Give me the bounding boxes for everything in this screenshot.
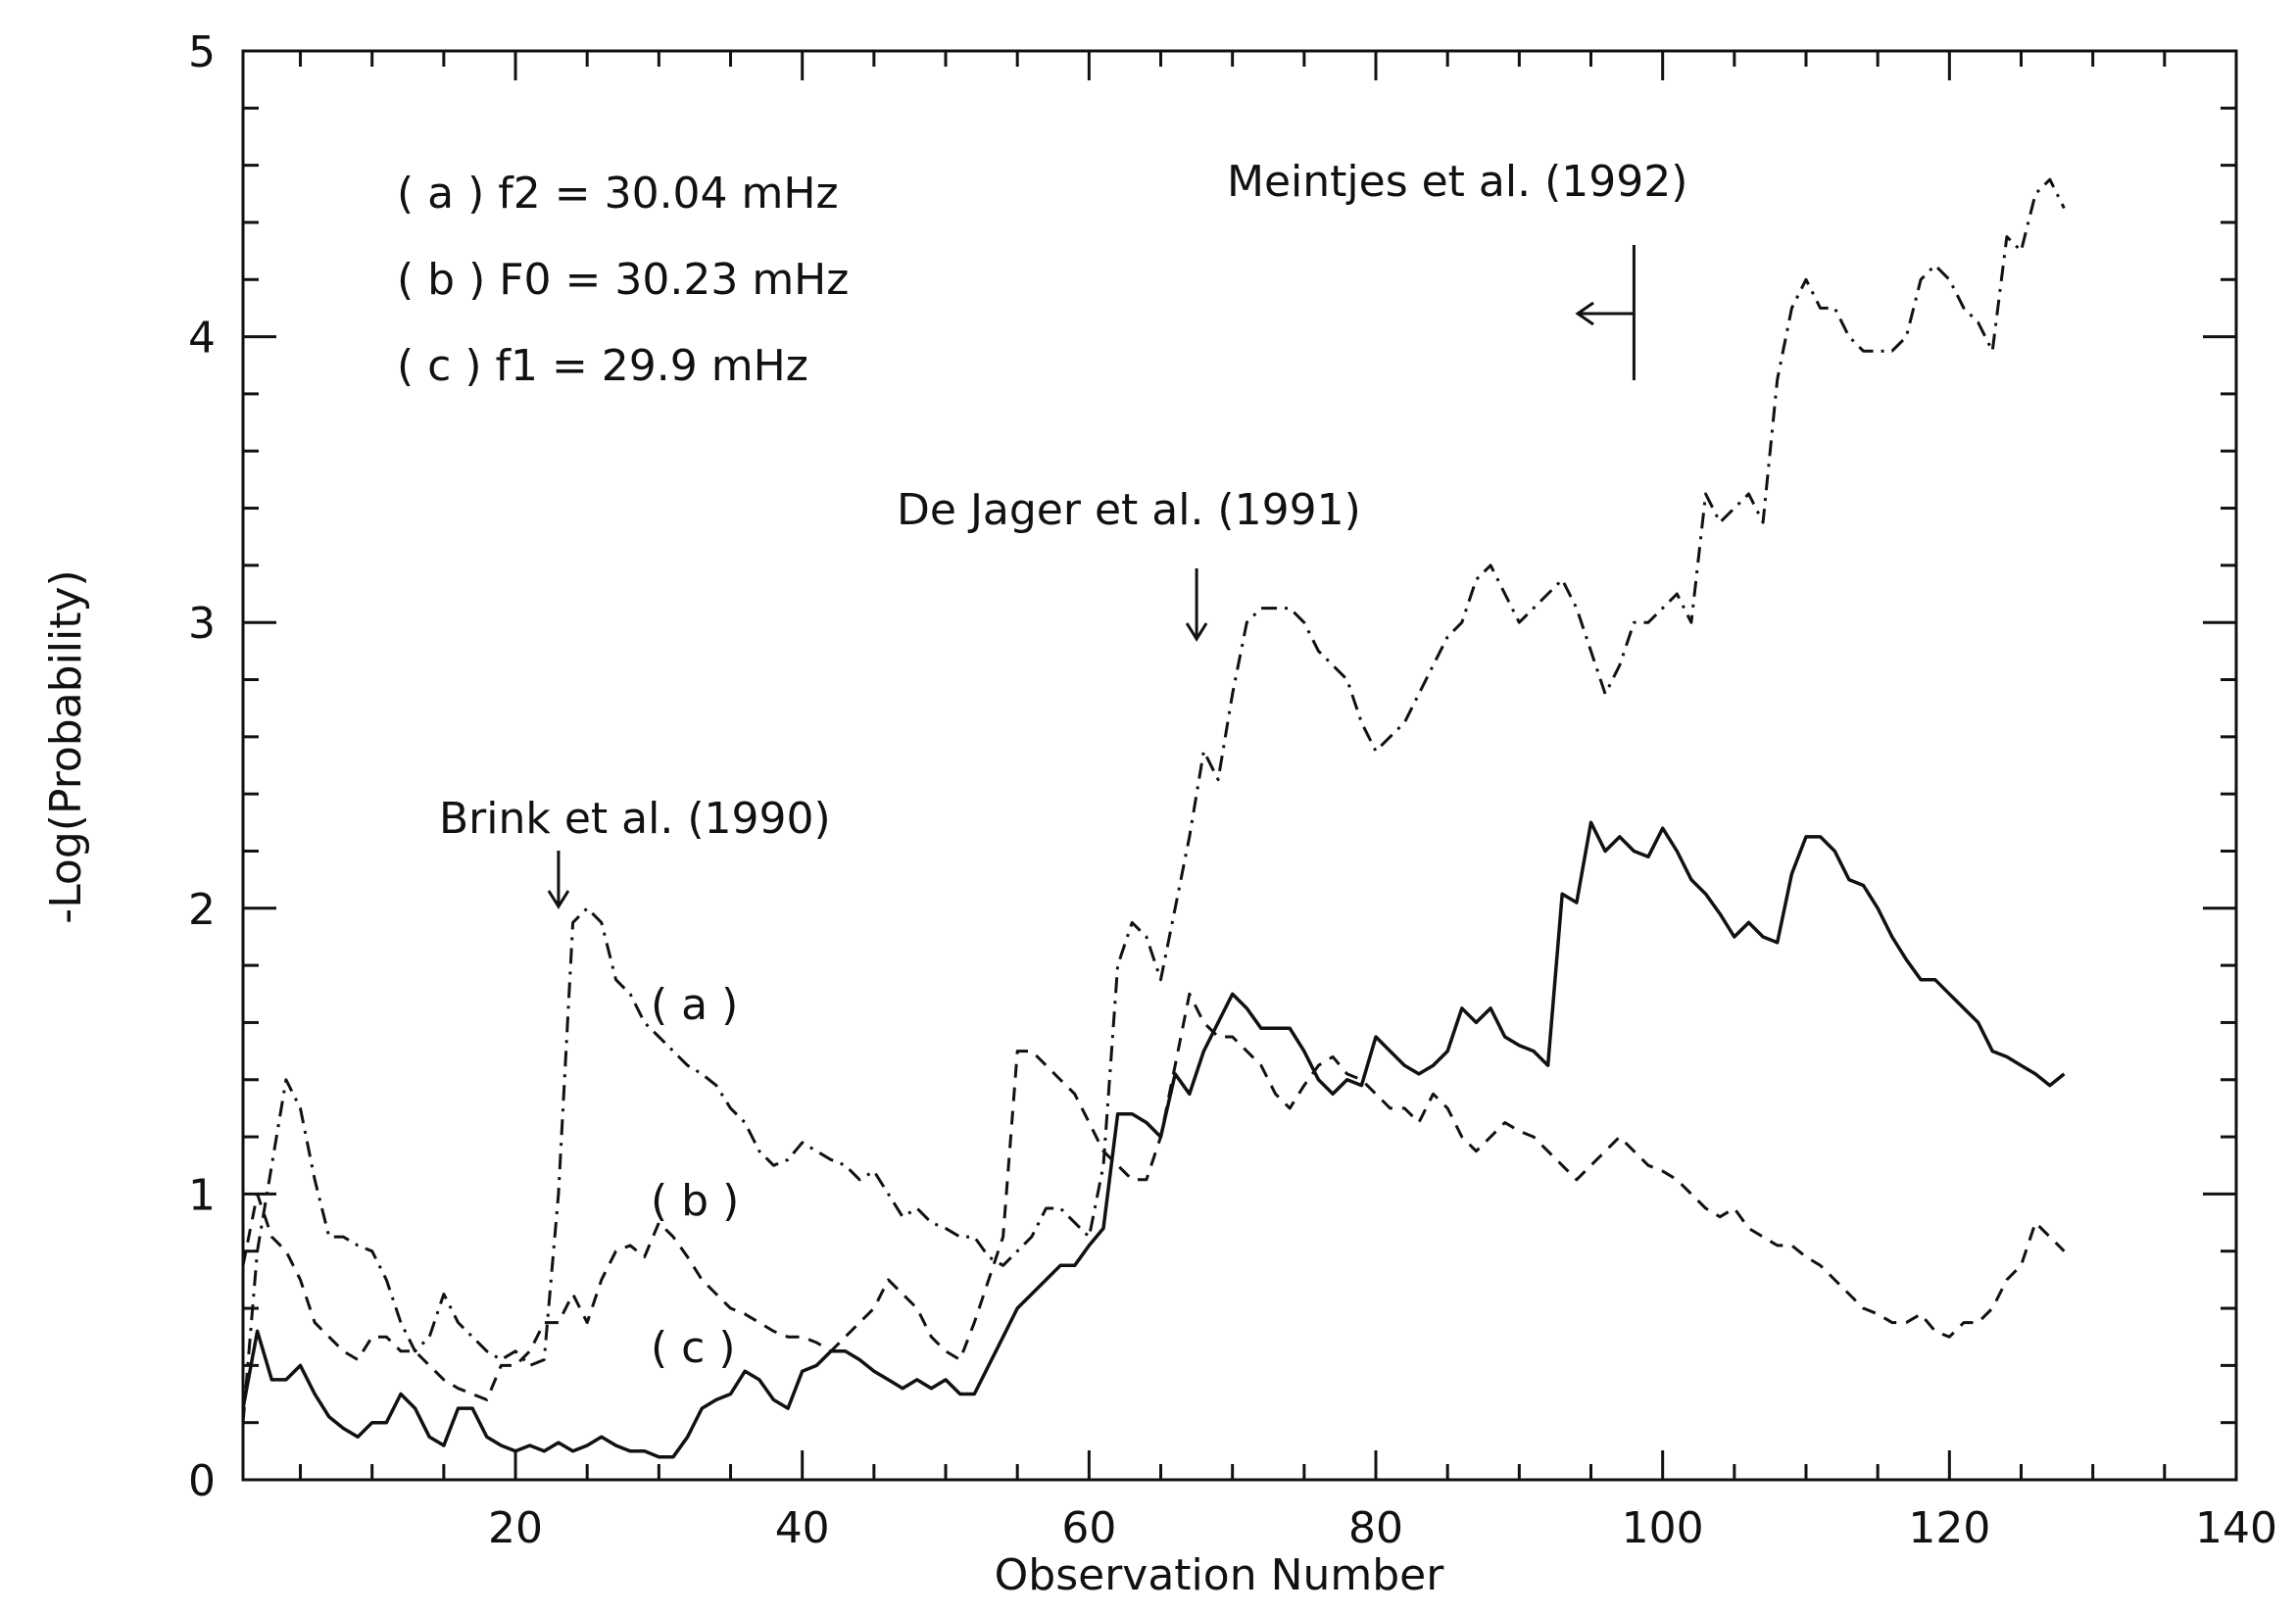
axes	[241, 49, 2238, 1482]
x-tick-label: 120	[1908, 1503, 1990, 1553]
legend-line-c: ( c ) f1 = 29.9 mHz	[397, 341, 808, 391]
annotation-texts: Meintjes et al. (1992) De Jager et al. (…	[439, 157, 1687, 844]
meintjes-arrow-head	[1575, 301, 1594, 326]
y-tick-label: 4	[188, 314, 216, 364]
annotations	[547, 245, 1636, 909]
series-line-a	[241, 177, 2066, 1423]
legend: ( a ) f2 = 30.04 mHz ( b ) F0 = 30.23 mH…	[397, 169, 849, 391]
annotation-brink: Brink et al. (1990)	[439, 794, 831, 844]
x-tick-label: 20	[488, 1503, 543, 1553]
series-labels: ( a ) ( b ) ( c )	[651, 980, 739, 1373]
series-label-a: ( a )	[651, 980, 738, 1030]
legend-line-a: ( a ) f2 = 30.04 mHz	[397, 169, 839, 219]
annotation-meintjes: Meintjes et al. (1992)	[1227, 157, 1687, 207]
brink-arrow-head	[547, 890, 570, 909]
series-line-b	[241, 992, 2066, 1401]
series-layer	[241, 177, 2066, 1459]
legend-line-b: ( b ) F0 = 30.23 mHz	[397, 255, 849, 305]
plot-frame	[241, 49, 2238, 1482]
series-line-c	[241, 820, 2066, 1459]
ticks: 20 40 60 80 100 120 140 0 1 2 3 4 5	[188, 27, 2277, 1553]
x-tick-label: 40	[775, 1503, 830, 1553]
y-tick-label: 0	[188, 1456, 216, 1506]
y-tick-label: 2	[188, 885, 216, 935]
y-tick-label: 1	[188, 1170, 216, 1220]
series-label-b: ( b )	[651, 1176, 739, 1226]
dejager-arrow-head	[1185, 622, 1208, 642]
x-axis-title: Observation Number	[995, 1550, 1445, 1600]
x-tick-label: 100	[1622, 1503, 1704, 1553]
annotation-dejager: De Jager et al. (1991)	[897, 485, 1361, 535]
x-tick-label: 80	[1348, 1503, 1403, 1553]
x-tick-label: 60	[1061, 1503, 1116, 1553]
y-tick-label: 5	[188, 27, 216, 77]
y-axis-title: -Log(Probability)	[41, 569, 91, 923]
series-label-c: ( c )	[651, 1323, 736, 1373]
x-tick-label: 140	[2195, 1503, 2277, 1553]
y-tick-label: 3	[188, 599, 216, 649]
